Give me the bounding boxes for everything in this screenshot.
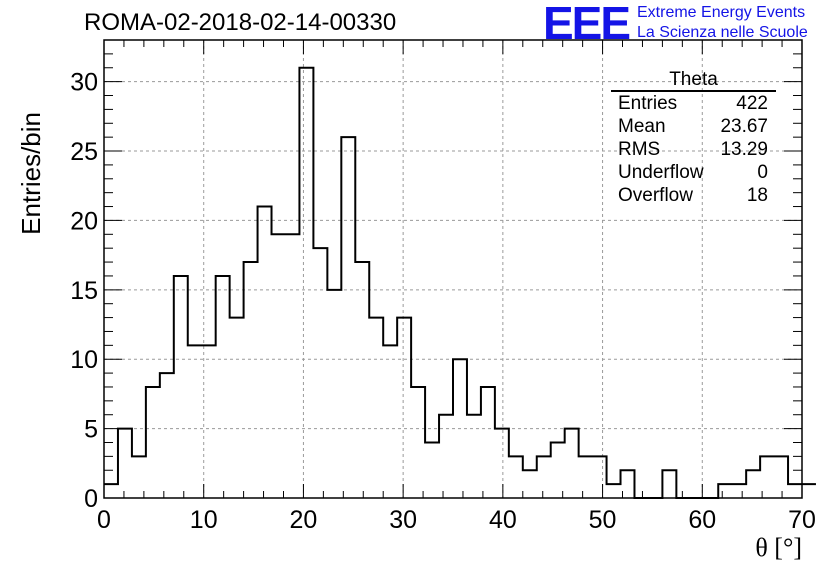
stats-value: 18 xyxy=(746,185,768,206)
stats-row-overflow: Overflow 18 xyxy=(611,184,776,207)
y-tick-label: 25 xyxy=(70,138,98,166)
stats-label: Entries xyxy=(618,93,678,114)
y-tick-label: 20 xyxy=(70,207,98,235)
y-tick-label: 10 xyxy=(70,346,98,374)
histogram-series xyxy=(104,66,816,499)
logo-caption-line1: Extreme Energy Events xyxy=(637,4,806,21)
x-tick-label: 60 xyxy=(688,506,716,534)
x-tick-label: 20 xyxy=(290,506,318,534)
stats-label: Overflow xyxy=(618,185,693,206)
y-axis-label: Entries/bin xyxy=(16,112,46,235)
plot-frame xyxy=(103,39,803,499)
y-tick-label: 5 xyxy=(84,416,98,444)
eee-logo: EEE xyxy=(543,0,631,49)
stats-label: RMS xyxy=(618,139,661,160)
logo-caption-line2: La Scienza nelle Scuole xyxy=(637,24,808,41)
stats-value: 422 xyxy=(736,93,768,114)
y-tick-label: 30 xyxy=(70,69,98,97)
x-tick-label: 0 xyxy=(97,506,111,534)
stats-label: Underflow xyxy=(618,162,704,183)
run-title: ROMA-02-2018-02-14-00330 xyxy=(84,9,397,36)
stats-value: 13.29 xyxy=(720,139,768,160)
stats-row-entries: Entries 422 xyxy=(611,92,776,115)
stats-label: Mean xyxy=(618,116,666,137)
x-tick-label: 30 xyxy=(389,506,417,534)
stats-value: 23.67 xyxy=(720,116,768,137)
stats-value: 0 xyxy=(757,162,768,183)
stats-row-mean: Mean 23.67 xyxy=(611,115,776,138)
x-tick-label: 50 xyxy=(589,506,617,534)
stats-row-rms: RMS 13.29 xyxy=(611,138,776,161)
eee-logo-caption: Extreme Energy Events La Scienza nelle S… xyxy=(637,3,808,43)
y-tick-label: 15 xyxy=(70,277,98,305)
stats-title: Theta xyxy=(611,70,776,92)
x-tick-label: 40 xyxy=(489,506,517,534)
stats-row-underflow: Underflow 0 xyxy=(611,161,776,184)
x-axis-label: θ [°] xyxy=(755,533,802,562)
x-tick-label: 10 xyxy=(190,506,218,534)
x-tick-label: 70 xyxy=(788,506,816,534)
y-tick-label: 0 xyxy=(84,485,98,513)
stats-box: Theta Entries 422 Mean 23.67 RMS 13.29 U… xyxy=(611,70,776,207)
